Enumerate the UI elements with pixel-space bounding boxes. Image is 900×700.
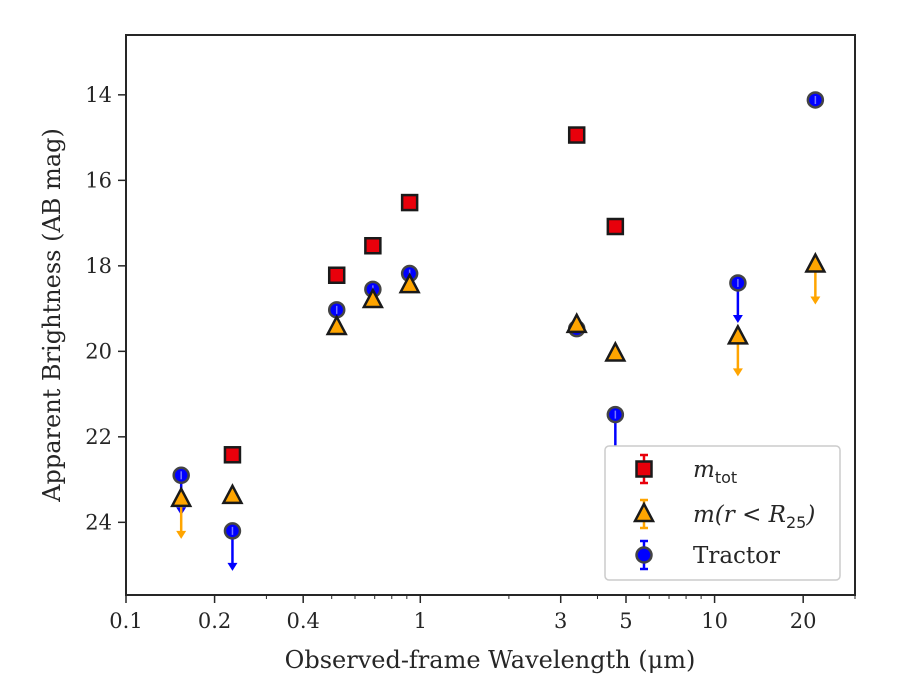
x-tick-label: 0.2 [198,609,231,633]
triangle-marker [170,486,193,508]
upper-limit-arrow-head [176,530,187,539]
data-point-square [327,266,346,284]
triangle-marker [221,483,244,505]
triangle-marker [604,340,627,362]
x-tick-label: 3 [554,609,567,633]
y-tick-label: 18 [85,254,112,278]
y-tick-label: 20 [85,339,112,363]
legend-triangle-marker [632,501,656,523]
square-marker [606,217,625,236]
x-axis-label: Observed-frame Wavelength (μm) [285,646,696,674]
data-point-square [364,236,382,255]
data-point-circle [729,274,747,323]
triangle-marker [361,287,384,309]
data-point-triangle [565,312,588,334]
legend-label: m(r < R25) [693,502,815,532]
y-tick-label: 14 [85,83,112,107]
data-point-triangle [361,287,384,309]
legend-entry: m(r < R25) [632,498,815,532]
triangle-marker [325,314,348,336]
square-marker [364,236,382,255]
upper-limit-arrow-head [732,314,743,323]
legend-box [604,445,841,581]
y-tick-label: 22 [85,425,112,449]
upper-limit-arrow-head [227,562,238,571]
data-point-square [567,126,586,144]
triangle-marker [726,323,749,345]
data-point-circle [223,522,242,571]
legend-label: Tractor [693,543,780,569]
data-point-square [223,446,242,464]
x-tick-label: 10 [701,609,728,633]
data-point-triangle [221,483,244,505]
triangle-marker [565,312,588,334]
x-tick-label: 0.4 [286,609,319,633]
square-marker [223,446,242,464]
data-point-square [400,193,419,212]
data-layer [170,91,827,571]
data-point-triangle [170,486,193,539]
plot-frame [125,34,856,596]
data-point-triangle [398,272,421,294]
data-point-triangle [726,323,749,377]
square-marker [327,266,346,284]
legend: mtot m(r < R25) Tractor [604,445,841,581]
legend-entry: Tractor [635,539,780,571]
x-tick-label: 1 [414,609,427,633]
data-point-triangle [325,314,348,336]
y-axis-label: Apparent Brightness (AB mag) [38,128,66,503]
legend-label: mtot [693,457,737,487]
data-point-circle [806,91,825,109]
legend-square-marker [635,460,653,478]
data-point-triangle [604,340,627,362]
y-tick-label: 16 [85,168,112,192]
x-tick-label: 5 [619,609,632,633]
triangle-marker [398,272,421,294]
square-marker [567,126,586,144]
ticks-layer: 0.1 0.2 0.4 1 3 5 10 20 14 16 18 20 22 24 [85,83,856,633]
x-tick-label: 0.1 [109,609,142,633]
x-tick-label: 20 [790,609,817,633]
legend-entry: mtot [635,453,737,487]
square-marker [400,193,419,212]
triangle-marker [804,251,827,273]
data-point-triangle [804,251,827,305]
y-tick-label: 24 [85,510,112,534]
upper-limit-arrow-head [810,296,821,305]
legend-circle-marker [635,546,653,564]
data-point-square [606,217,625,236]
upper-limit-arrow-head [732,368,743,377]
